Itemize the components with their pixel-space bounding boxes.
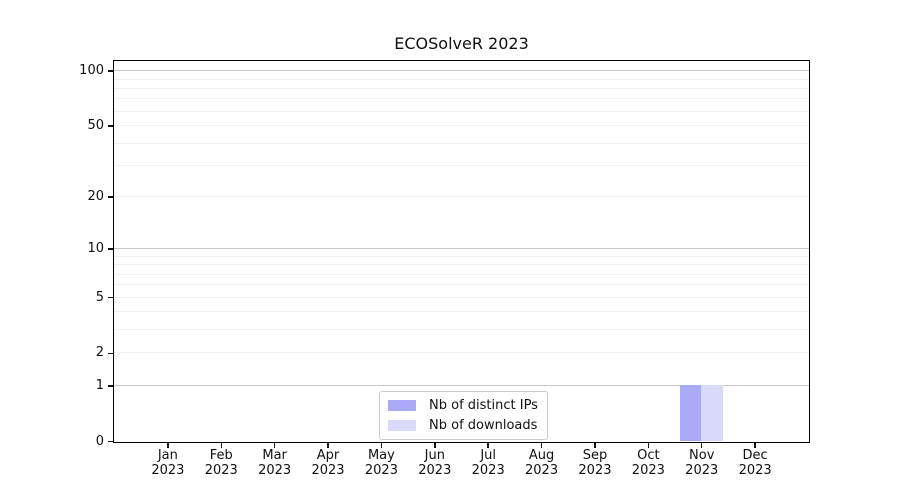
legend-entry: Nb of distinct IPs <box>388 397 538 414</box>
x-tick-month: Nov <box>689 448 715 463</box>
x-tick-label: Sep 2023 <box>563 448 627 478</box>
x-tick-month: Sep <box>582 448 608 463</box>
x-tick <box>380 443 383 448</box>
x-tick-year: 2023 <box>471 463 505 478</box>
x-tick <box>647 443 650 448</box>
x-tick-label: Nov 2023 <box>670 448 734 478</box>
legend-label: Nb of distinct IPs <box>429 398 538 413</box>
x-tick-month: Apr <box>316 448 340 463</box>
major-gridline <box>114 70 809 72</box>
minor-gridline <box>114 164 809 166</box>
major-gridline <box>114 248 809 250</box>
x-tick-month: Jul <box>480 448 497 463</box>
y-tick <box>108 125 113 127</box>
y-tick-label: 100 <box>79 63 104 79</box>
x-tick-month: Oct <box>637 448 660 463</box>
y-tick-label: 0 <box>95 433 104 449</box>
x-tick-year: 2023 <box>311 463 345 478</box>
y-tick <box>108 70 113 72</box>
minor-gridline <box>114 110 809 112</box>
y-tick <box>108 352 113 355</box>
x-tick <box>167 443 169 448</box>
minor-gridline <box>114 264 809 266</box>
y-tick-label: 2 <box>95 345 104 361</box>
y-tick-label: 50 <box>87 118 104 134</box>
x-tick-month: May <box>367 448 395 463</box>
y-tick <box>108 296 113 299</box>
y-tick <box>108 385 113 387</box>
x-tick <box>754 443 756 448</box>
minor-gridline <box>114 87 809 89</box>
bar-nov-series1 <box>701 385 723 441</box>
y-tick-label: 10 <box>87 241 104 257</box>
minor-gridline <box>114 78 809 80</box>
y-tick <box>108 196 113 198</box>
x-tick <box>700 443 703 448</box>
x-tick-year: 2023 <box>738 463 772 478</box>
legend: Nb of distinct IPs Nb of downloads <box>379 391 548 440</box>
minor-gridline <box>114 296 809 298</box>
y-tick-label: 20 <box>87 189 104 205</box>
minor-gridline <box>114 311 809 313</box>
x-tick <box>434 443 436 448</box>
x-tick-label: Apr 2023 <box>296 448 360 478</box>
major-gridline <box>114 384 809 386</box>
x-tick <box>327 443 329 448</box>
x-tick-month: Aug <box>528 448 555 463</box>
minor-gridline <box>114 196 809 198</box>
minor-gridline <box>114 284 809 286</box>
legend-label: Nb of downloads <box>429 418 538 433</box>
x-tick-label: Oct 2023 <box>616 448 680 478</box>
minor-gridline <box>114 98 809 100</box>
x-tick-label: Jul 2023 <box>456 448 520 478</box>
bar-nov-series0 <box>679 385 702 441</box>
minor-gridline <box>114 255 809 257</box>
x-tick-year: 2023 <box>685 463 719 478</box>
x-tick-month: Mar <box>262 448 287 463</box>
x-tick-label: Mar 2023 <box>243 448 307 478</box>
x-tick-month: Feb <box>209 448 233 463</box>
x-tick-year: 2023 <box>151 463 185 478</box>
x-tick-year: 2023 <box>258 463 292 478</box>
x-tick-label: Feb 2023 <box>189 448 253 478</box>
x-tick-label: Jun 2023 <box>403 448 467 478</box>
x-tick-year: 2023 <box>418 463 452 478</box>
x-tick-month: Dec <box>742 448 768 463</box>
minor-gridline <box>114 329 809 331</box>
plot-area <box>113 60 810 443</box>
legend-swatch <box>388 420 416 431</box>
y-tick-label: 5 <box>95 289 104 305</box>
x-tick-year: 2023 <box>578 463 612 478</box>
x-tick-label: Jan 2023 <box>136 448 200 478</box>
x-tick-month: Jun <box>424 448 445 463</box>
x-tick-label: May 2023 <box>349 448 413 478</box>
y-tick <box>108 440 113 443</box>
x-tick <box>594 443 596 448</box>
minor-gridline <box>114 352 809 354</box>
x-tick-year: 2023 <box>631 463 665 478</box>
legend-swatch <box>388 400 416 411</box>
legend-entry: Nb of downloads <box>388 417 538 434</box>
chart-title: ECOSolveR 2023 <box>394 34 529 53</box>
x-tick <box>273 443 276 448</box>
x-tick-year: 2023 <box>204 463 238 478</box>
y-tick-label: 1 <box>95 377 104 393</box>
x-tick <box>487 443 489 448</box>
y-tick <box>108 248 113 250</box>
minor-gridline <box>114 273 809 275</box>
x-tick-label: Aug 2023 <box>510 448 574 478</box>
x-tick <box>220 443 223 448</box>
minor-gridline <box>114 125 809 127</box>
x-tick-month: Jan <box>157 448 178 463</box>
x-tick-year: 2023 <box>525 463 559 478</box>
x-tick-label: Dec 2023 <box>723 448 787 478</box>
x-tick-year: 2023 <box>364 463 398 478</box>
minor-gridline <box>114 142 809 144</box>
x-tick <box>540 443 543 448</box>
